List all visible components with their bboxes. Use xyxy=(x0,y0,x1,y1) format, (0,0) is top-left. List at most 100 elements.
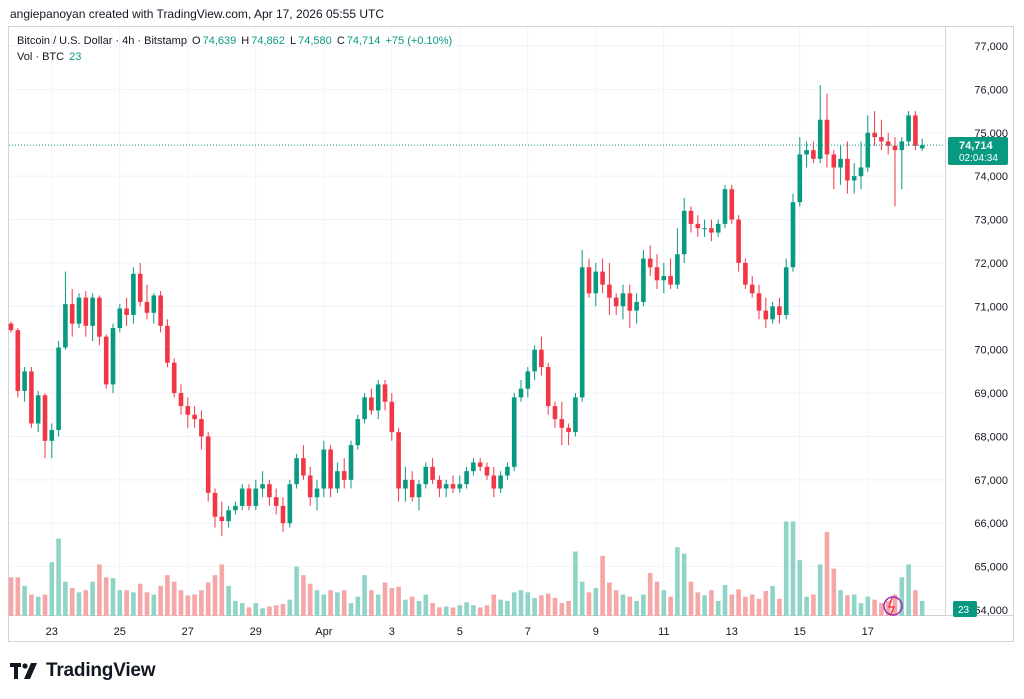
high-value: 74,862 xyxy=(251,35,285,47)
candle xyxy=(226,505,231,528)
candle-body xyxy=(913,115,918,146)
candle-body xyxy=(137,273,143,302)
chart-pane[interactable] xyxy=(8,26,946,616)
volume-bar xyxy=(416,600,422,616)
candle xyxy=(389,393,395,441)
volume-bar xyxy=(681,553,687,616)
candle-body xyxy=(539,349,544,368)
volume-bar xyxy=(328,590,333,616)
candle xyxy=(913,111,918,151)
candle-body xyxy=(409,479,415,498)
price-axis[interactable] xyxy=(946,26,1014,616)
candle xyxy=(804,141,809,168)
volume-bar xyxy=(729,594,735,616)
candle xyxy=(335,462,340,493)
candle xyxy=(56,341,61,437)
volume-bar xyxy=(532,597,537,616)
candle xyxy=(443,479,449,498)
volume-bar xyxy=(722,585,728,616)
volume-bar xyxy=(348,603,354,616)
volume-bar xyxy=(919,600,925,616)
x-tick-label: 27 xyxy=(182,626,194,638)
tradingview-logo[interactable]: TradingView xyxy=(10,660,156,682)
candle xyxy=(573,393,578,437)
candle-body xyxy=(260,484,265,489)
volume-bar xyxy=(382,582,388,616)
candle-body xyxy=(532,349,537,372)
candle-body xyxy=(675,254,680,285)
y-tick-label: 70,000 xyxy=(974,345,1008,357)
candle xyxy=(90,293,95,342)
volume-bar xyxy=(872,599,877,616)
change-value: +75 (+0.10%) xyxy=(385,35,453,47)
candle-body xyxy=(919,145,925,149)
volume-bar xyxy=(879,603,884,616)
candle xyxy=(321,440,327,498)
candle-body xyxy=(239,488,245,506)
candle xyxy=(620,284,626,320)
volume-bar xyxy=(307,583,313,616)
y-tick-label: 77,000 xyxy=(974,41,1008,53)
candle xyxy=(647,245,653,276)
candle-body xyxy=(498,475,503,489)
candle-body xyxy=(97,297,102,337)
candle-body xyxy=(178,393,184,407)
candle xyxy=(906,111,911,146)
candle xyxy=(634,293,639,324)
volume-bar xyxy=(477,607,483,616)
candle xyxy=(484,462,490,480)
indicator-icon[interactable] xyxy=(883,596,903,616)
candle xyxy=(566,423,571,446)
candle xyxy=(362,393,367,424)
candle xyxy=(858,141,864,190)
volume-bar xyxy=(899,577,905,616)
candle-body xyxy=(634,301,639,311)
volume-bars xyxy=(8,521,925,616)
candle-body xyxy=(702,228,707,230)
x-tick-label: 11 xyxy=(658,626,669,638)
volume-bar xyxy=(35,596,41,616)
volume-bar xyxy=(63,581,68,616)
candle xyxy=(260,471,265,498)
candle-body xyxy=(756,293,762,311)
candle xyxy=(117,304,123,333)
candle xyxy=(124,297,129,326)
volume-bar xyxy=(566,600,571,616)
volume-bar xyxy=(770,585,775,616)
candle-body xyxy=(307,475,313,498)
volume-bar xyxy=(661,590,667,616)
candle xyxy=(743,258,748,289)
candle xyxy=(103,334,109,389)
candle-body xyxy=(695,223,701,229)
brand-name: TradingView xyxy=(46,660,156,681)
candle xyxy=(165,319,170,368)
candle-body xyxy=(620,293,626,307)
volume-bar xyxy=(824,532,830,616)
candle xyxy=(518,380,524,402)
candle xyxy=(233,501,238,515)
x-axis-ticks: 23 25 27 29 Apr 3 5 7 9 11 13 15 17 xyxy=(46,626,874,638)
volume-bar xyxy=(607,582,612,616)
candle xyxy=(668,258,673,289)
close-value: 74,714 xyxy=(346,35,381,47)
volume-bar xyxy=(668,596,673,616)
lightning-icon xyxy=(887,597,896,615)
candle xyxy=(681,197,687,263)
candle xyxy=(199,410,204,450)
candle-body xyxy=(715,223,721,233)
tradingview-logo-icon xyxy=(10,663,37,679)
price-tag-countdown: 02:04:34 xyxy=(959,153,998,164)
volume-bar xyxy=(811,594,816,616)
time-axis[interactable] xyxy=(8,616,1014,642)
volume-bar xyxy=(511,592,517,616)
candle-body xyxy=(348,445,354,480)
candle xyxy=(314,479,320,511)
candle-body xyxy=(117,308,123,328)
candle-body xyxy=(430,466,435,480)
candle-body xyxy=(627,293,633,311)
volume-bar xyxy=(83,590,89,616)
volume-bar xyxy=(76,592,82,616)
candle xyxy=(477,458,483,472)
volume-bar xyxy=(450,607,456,616)
